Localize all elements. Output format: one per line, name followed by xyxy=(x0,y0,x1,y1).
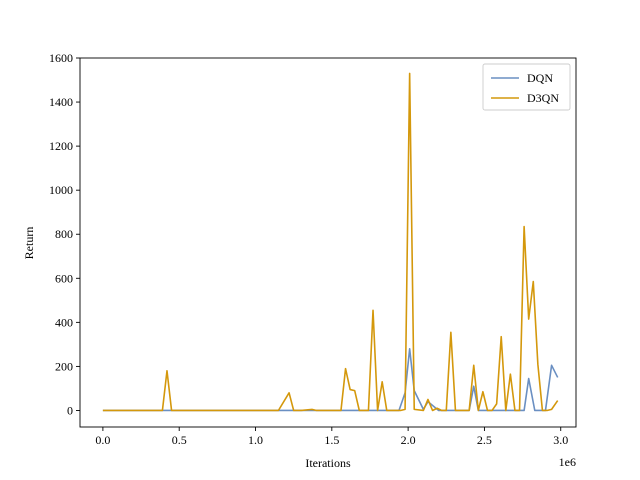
x-tick-label: 0.0 xyxy=(95,433,110,447)
y-tick-label: 200 xyxy=(55,359,73,373)
x-tick-label: 0.5 xyxy=(172,433,187,447)
axes-frame xyxy=(79,57,577,428)
legend-label-dqn: DQN xyxy=(527,71,553,85)
series-layer xyxy=(102,72,559,412)
y-tick-label: 1400 xyxy=(49,95,73,109)
plot-background xyxy=(80,58,576,427)
y-tick-label: 0 xyxy=(67,403,73,417)
legend: DQN D3QN xyxy=(482,63,571,111)
y-axis-label: Return xyxy=(22,227,36,260)
x-tick-label: 1.0 xyxy=(248,433,263,447)
x-tick-label: 3.0 xyxy=(553,433,568,447)
x-tick-label: 1.5 xyxy=(324,433,339,447)
x-tick-label: 2.0 xyxy=(401,433,416,447)
x-axis-label: Iterations xyxy=(305,456,351,470)
y-tick-label: 600 xyxy=(55,271,73,285)
axes-layer: 0.0 0.5 1.0 1.5 2.0 2.5 3.0 0 200 400 600 800 1000 12… xyxy=(49,51,577,447)
y-tick-label: 800 xyxy=(55,227,73,241)
legend-label-d3qn: D3QN xyxy=(527,91,559,105)
y-tick-label: 1000 xyxy=(49,183,73,197)
x-tick-label: 2.5 xyxy=(477,433,492,447)
x-axis-offset-label: 1e6 xyxy=(559,455,576,469)
y-tick-label: 400 xyxy=(55,315,73,329)
series-line-d3qn xyxy=(102,72,559,412)
plot-area xyxy=(80,58,576,427)
y-tick-label: 1200 xyxy=(49,139,73,153)
y-tick-label: 1600 xyxy=(49,51,73,65)
